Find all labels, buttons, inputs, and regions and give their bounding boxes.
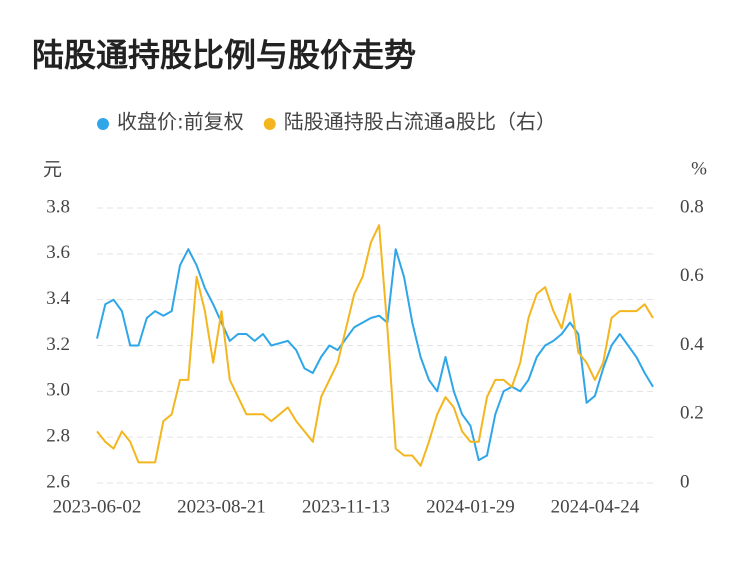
legend-marker	[97, 118, 109, 130]
line-series	[96, 248, 654, 462]
y2-tick-label: 0.4	[680, 334, 704, 355]
y2-tick-label: 0.2	[680, 403, 704, 424]
legend-marker	[263, 118, 276, 130]
y-tick-label: 3.2	[46, 334, 70, 355]
x-tick-label: 2023-08-21	[177, 496, 266, 517]
x-tick-label: 2023-11-13	[302, 496, 390, 517]
x-tick-label: 2024-01-29	[426, 496, 515, 517]
x-tick-label: 2024-04-24	[551, 496, 640, 517]
y-tick-label: 3.4	[46, 288, 70, 309]
line-series	[96, 224, 654, 467]
x-tick-label: 2023-06-02	[53, 496, 142, 517]
legend-label: 收盘价:前复权	[117, 110, 244, 134]
y2-axis-label: %	[691, 158, 707, 179]
y-tick-label: 3.6	[46, 242, 70, 263]
legend-label: 陆股通持股占流通a股比（右）	[284, 110, 556, 134]
y-tick-label: 3.0	[46, 380, 70, 401]
y-tick-label: 3.8	[46, 196, 70, 217]
y-tick-label: 2.8	[46, 426, 70, 447]
y-tick-label: 2.6	[46, 471, 70, 492]
y2-tick-label: 0	[680, 471, 690, 492]
chart-title: 陆股通持股比例与股价走势	[32, 36, 416, 74]
y-axis-label: 元	[43, 159, 62, 181]
y2-tick-label: 0.6	[680, 265, 704, 286]
y2-tick-label: 0.8	[680, 196, 704, 217]
